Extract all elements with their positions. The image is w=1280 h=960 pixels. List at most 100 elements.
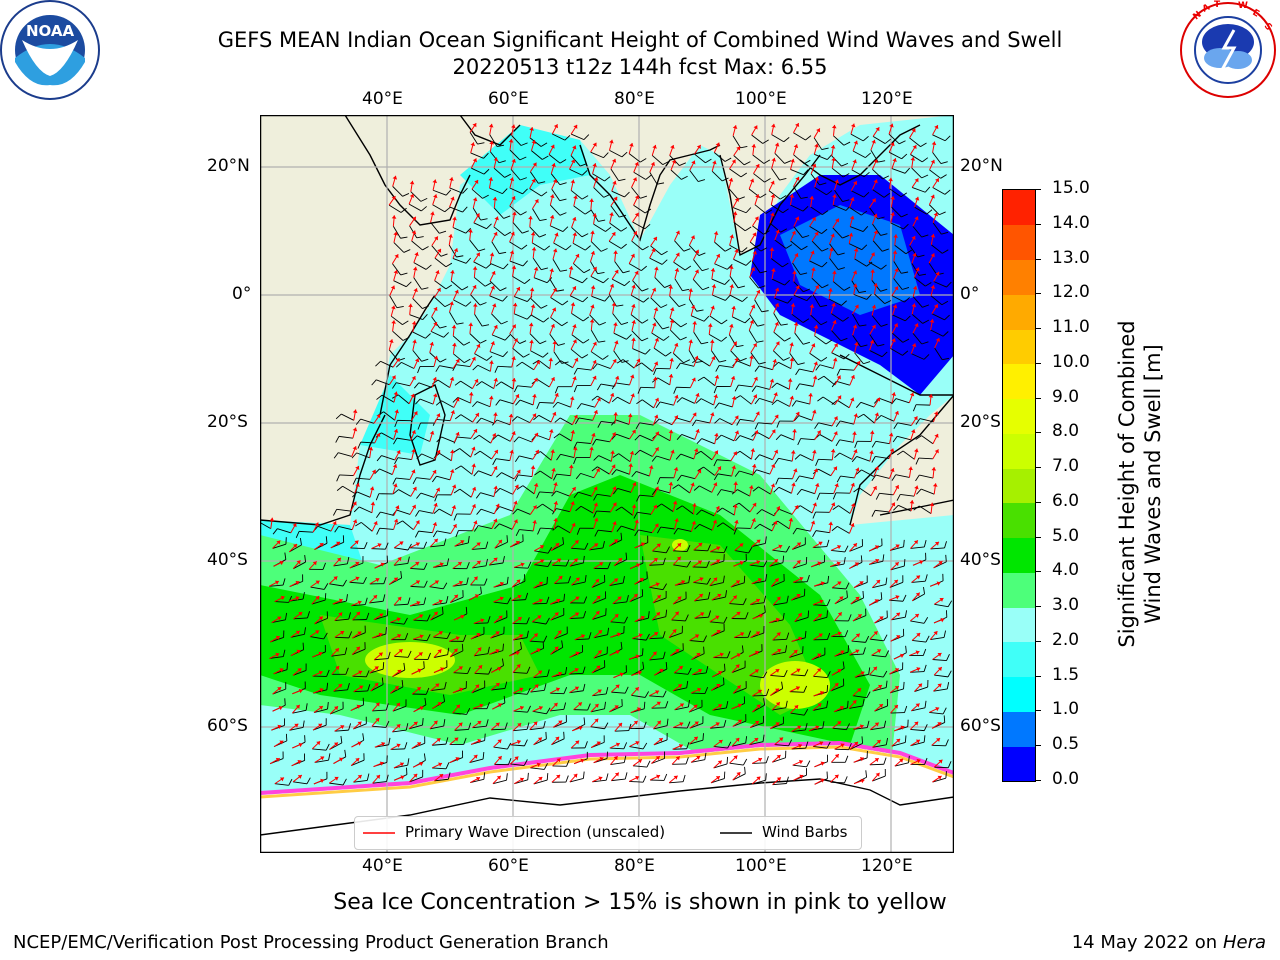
wave-direction-arrow xyxy=(674,580,686,586)
wave-direction-arrow xyxy=(729,159,736,170)
wind-barb xyxy=(893,422,912,430)
wave-direction-arrow xyxy=(334,630,345,638)
wave-direction-arrow xyxy=(351,446,357,457)
colorbar-segment xyxy=(1003,294,1035,330)
wave-direction-arrow xyxy=(608,231,616,242)
wind-barb xyxy=(869,634,888,642)
wind-barb xyxy=(852,150,871,158)
wave-direction-arrow xyxy=(792,559,801,569)
wave-direction-arrow xyxy=(429,341,435,353)
wind-barb xyxy=(795,383,814,391)
wave-direction-arrow xyxy=(812,541,823,549)
wind-barb xyxy=(529,333,547,345)
wave-direction-arrow xyxy=(793,122,800,134)
wind-barb xyxy=(414,530,433,538)
wave-direction-arrow xyxy=(673,467,679,478)
wave-direction-arrow xyxy=(452,358,460,369)
wave-direction-arrow xyxy=(793,322,799,334)
wave-direction-arrow xyxy=(569,558,579,567)
wave-direction-arrow xyxy=(432,599,443,606)
wave-direction-arrow xyxy=(852,431,857,443)
wind-barb xyxy=(655,401,674,409)
wind-barb xyxy=(629,589,644,603)
wind-barb xyxy=(353,684,371,693)
wind-barb xyxy=(829,243,845,256)
wind-barb xyxy=(733,258,752,266)
wind-barb xyxy=(674,575,691,586)
wind-barb xyxy=(412,687,430,695)
wave-direction-arrow xyxy=(749,502,757,513)
wave-direction-arrow xyxy=(388,195,396,206)
wind-barb xyxy=(789,352,805,366)
wind-barb xyxy=(796,488,815,496)
wind-barb xyxy=(893,504,912,512)
wave-direction-arrow xyxy=(489,360,494,372)
wave-direction-arrow xyxy=(710,559,721,566)
wind-barb xyxy=(393,437,411,445)
wave-direction-arrow xyxy=(551,558,562,566)
wind-barb xyxy=(453,488,472,498)
wave-direction-arrow xyxy=(909,144,917,155)
wind-barb xyxy=(694,523,713,531)
noaa-logo: NOAA xyxy=(0,0,104,104)
wave-direction-arrow xyxy=(471,179,479,190)
wind-barb xyxy=(831,630,849,638)
wave-direction-arrow xyxy=(430,611,438,621)
wave-direction-arrow xyxy=(529,287,535,299)
wind-barb xyxy=(429,582,448,590)
wind-barb xyxy=(812,530,830,537)
wind-barb xyxy=(413,652,431,660)
wind-barb xyxy=(309,632,328,640)
wave-direction-arrow xyxy=(409,600,421,607)
wind-barb xyxy=(673,721,691,729)
wind-barb xyxy=(471,188,489,199)
wind-barb xyxy=(575,505,594,514)
wind-barb xyxy=(489,134,505,148)
wind-barb xyxy=(794,610,810,622)
wave-direction-arrow xyxy=(828,247,834,259)
wave-direction-arrow xyxy=(812,284,820,295)
wind-barb xyxy=(809,260,828,268)
wind-barb xyxy=(808,721,825,732)
wind-barb xyxy=(476,417,495,424)
wave-direction-arrow xyxy=(830,631,842,637)
wind-barb xyxy=(632,633,650,641)
svg-text:NOAA: NOAA xyxy=(26,22,75,40)
colorbar-tick-label: 9.0 xyxy=(1052,386,1080,407)
wind-barb xyxy=(889,594,907,602)
wind-barb xyxy=(531,314,550,323)
wave-direction-arrow xyxy=(868,545,880,552)
wave-direction-arrow xyxy=(889,338,896,349)
colorbar-segment xyxy=(1003,607,1035,643)
wind-barb xyxy=(435,400,455,408)
wind-barb xyxy=(716,522,735,532)
wave-direction-arrow xyxy=(693,448,699,460)
wind-barb xyxy=(549,333,565,346)
wind-barb xyxy=(890,348,909,356)
wind-barb xyxy=(771,574,785,587)
wave-direction-arrow xyxy=(830,302,836,314)
wave-direction-arrow xyxy=(309,630,320,637)
footer-date: 14 May 2022 on Hera xyxy=(1072,932,1266,953)
wind-barb xyxy=(634,529,653,537)
wave-direction-arrow xyxy=(608,539,619,547)
wave-direction-arrow xyxy=(792,429,797,441)
wave-direction-arrow xyxy=(668,429,674,441)
wind-barb xyxy=(469,752,485,764)
wind-barb xyxy=(913,505,932,515)
wind-barb xyxy=(711,350,727,363)
wind-barb xyxy=(411,435,431,442)
wave-direction-arrow xyxy=(613,322,618,334)
wave-direction-arrow xyxy=(769,463,776,475)
wind-barb xyxy=(550,537,565,551)
wave-direction-arrow xyxy=(793,411,800,422)
wind-barb xyxy=(849,226,869,232)
colorbar-segment xyxy=(1003,398,1035,434)
wave-direction-arrow xyxy=(491,324,498,336)
wave-direction-arrow xyxy=(910,429,916,440)
wind-barb xyxy=(332,594,348,605)
wave-direction-arrow xyxy=(314,542,324,550)
wind-barb xyxy=(553,715,567,728)
wave-direction-arrow xyxy=(749,232,757,243)
wave-direction-arrow xyxy=(451,505,457,516)
